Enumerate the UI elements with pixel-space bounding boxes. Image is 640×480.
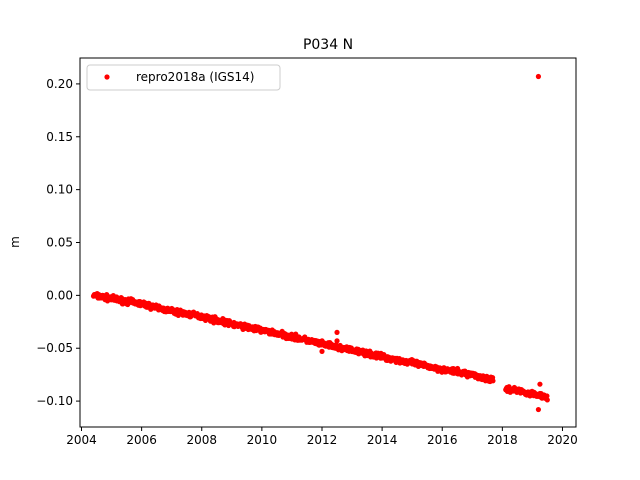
plot-area-frame xyxy=(79,57,577,428)
legend-label: repro2018a (IGS14) xyxy=(136,70,254,84)
data-point xyxy=(544,397,550,403)
x-tick-label: 2020 xyxy=(547,433,578,447)
y-tick-label: 0.10 xyxy=(46,183,73,197)
x-tick-label: 2008 xyxy=(186,433,217,447)
legend-marker xyxy=(104,74,110,80)
y-axis-label: m xyxy=(8,236,22,248)
y-tick-label: −0.10 xyxy=(36,394,73,408)
series-points xyxy=(90,73,550,413)
legend: repro2018a (IGS14) xyxy=(86,64,281,91)
outlier-point xyxy=(535,406,542,413)
legend-box xyxy=(86,64,281,91)
y-tick-label: 0.20 xyxy=(46,77,73,91)
x-tick-label: 2004 xyxy=(66,433,97,447)
data-point xyxy=(544,393,550,399)
y-tick-label: 0.05 xyxy=(46,236,73,250)
x-tick-label: 2018 xyxy=(487,433,518,447)
x-tick-label: 2010 xyxy=(247,433,278,447)
outlier-point xyxy=(334,329,340,335)
outlier-point xyxy=(537,381,543,387)
x-tick-label: 2006 xyxy=(126,433,157,447)
outlier-point xyxy=(535,73,542,80)
y-tick-label: −0.05 xyxy=(36,341,73,355)
outlier-point xyxy=(334,338,340,344)
chart-title: P034 N xyxy=(303,37,353,53)
data-point xyxy=(490,378,496,384)
x-tick-label: 2016 xyxy=(427,433,458,447)
x-tick-label: 2012 xyxy=(307,433,338,447)
axis-ticks: 2004 2006 2008 2010 2012 2014 2016 2018 2020 −0.1… xyxy=(36,77,578,447)
outlier-point xyxy=(319,348,325,354)
y-tick-label: 0.00 xyxy=(46,288,73,302)
x-tick-label: 2014 xyxy=(367,433,398,447)
y-tick-label: 0.15 xyxy=(46,130,73,144)
